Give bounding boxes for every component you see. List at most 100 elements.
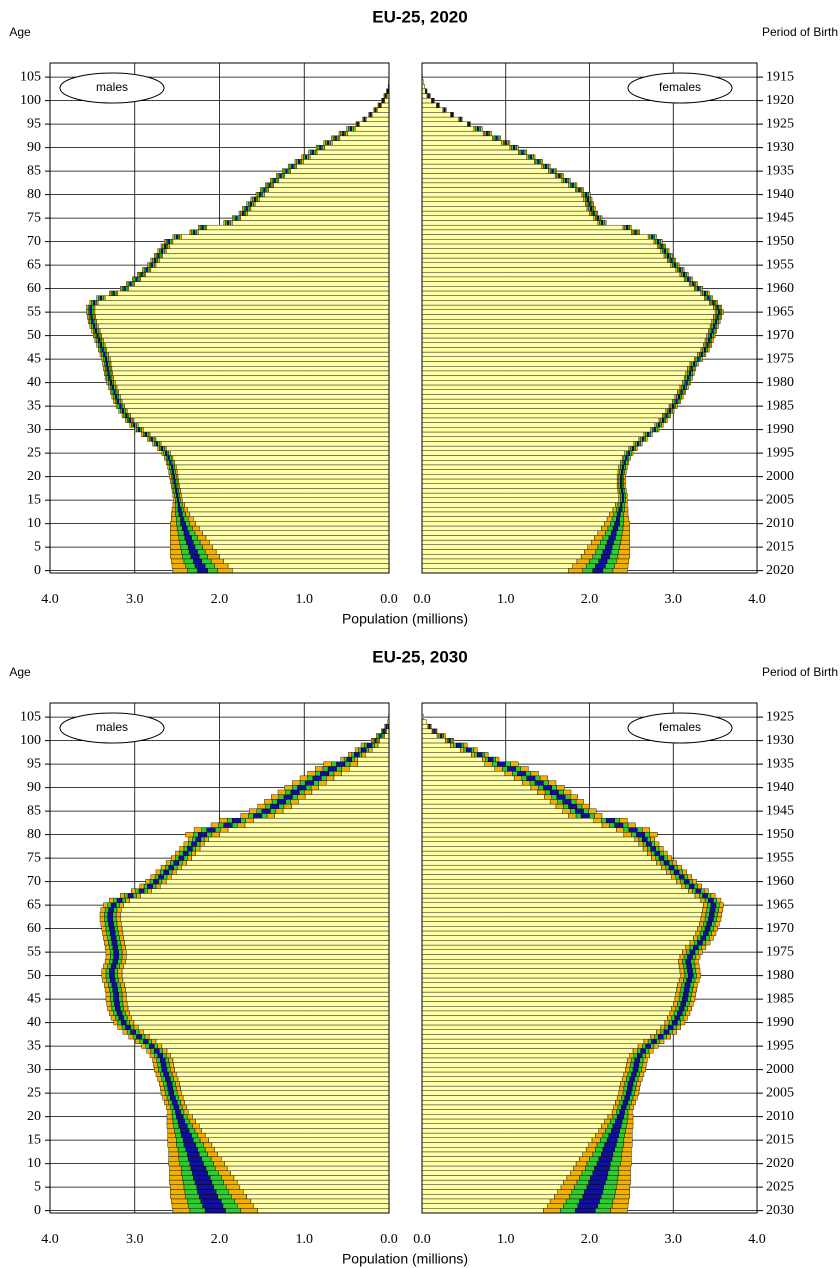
bar: [170, 874, 390, 880]
median-band: [175, 1109, 181, 1115]
band-outer: [116, 389, 119, 395]
band-outer: [120, 982, 125, 988]
band-inner: [583, 808, 589, 814]
band-inner: [668, 253, 671, 259]
band-inner: [563, 177, 566, 184]
y-tick-label: 35: [27, 398, 41, 413]
band-outer: [170, 516, 177, 522]
band-inner: [137, 276, 140, 282]
y2-tick-label: 1950: [766, 827, 794, 842]
bar: [421, 1076, 623, 1082]
band-outer: [383, 93, 385, 99]
band-outer: [111, 375, 114, 381]
bar: [326, 780, 390, 786]
band-outer: [609, 511, 614, 517]
bar: [421, 766, 496, 772]
band-outer: [695, 930, 701, 936]
band-inner: [351, 752, 355, 758]
band-inner: [692, 365, 695, 372]
band-outer: [210, 1156, 222, 1162]
median-band: [440, 733, 443, 739]
y-tick-label: 25: [27, 1085, 41, 1100]
band-inner: [98, 295, 101, 301]
band-inner: [559, 173, 563, 179]
band-outer: [648, 1048, 654, 1054]
median-band: [672, 1020, 678, 1026]
band-outer: [116, 907, 122, 913]
bar: [421, 267, 676, 273]
bar: [332, 140, 390, 146]
median-band: [611, 530, 617, 536]
median-band: [626, 1090, 632, 1096]
bar: [384, 98, 390, 104]
band-inner: [174, 492, 177, 498]
median-band: [138, 888, 145, 894]
median-band: [161, 1067, 168, 1073]
band-outer: [696, 973, 702, 979]
band-outer: [678, 398, 681, 404]
band-outer: [626, 1123, 634, 1129]
median-band: [99, 342, 102, 348]
bar: [421, 1062, 627, 1068]
bar: [108, 351, 390, 357]
band-inner: [109, 958, 113, 965]
median-band: [448, 738, 451, 744]
band-outer: [696, 361, 699, 367]
median-band: [689, 949, 696, 955]
band-outer: [628, 455, 631, 461]
band-outer: [695, 954, 701, 960]
band-outer: [632, 1048, 638, 1054]
band-inner: [610, 1118, 616, 1124]
bar: [246, 1193, 390, 1200]
band-inner: [622, 1090, 627, 1096]
y-tick-label: 35: [27, 1038, 41, 1053]
band-inner: [583, 192, 586, 198]
band-outer: [171, 1071, 177, 1077]
band-outer: [354, 756, 358, 762]
y-tick-label: 105: [20, 69, 41, 84]
band-outer: [597, 530, 606, 536]
band-inner: [581, 1170, 594, 1176]
median-band: [602, 549, 612, 555]
median-band: [642, 836, 648, 842]
band-inner: [585, 1165, 595, 1171]
bar: [166, 1048, 390, 1054]
band-outer: [170, 511, 176, 517]
band-inner: [665, 864, 670, 871]
bar: [421, 1198, 551, 1204]
band-outer: [175, 850, 180, 856]
band-outer: [700, 897, 706, 903]
band-inner: [576, 187, 579, 193]
band-inner: [711, 323, 714, 329]
band-inner: [116, 982, 121, 988]
y2-tick-label: 2000: [766, 1062, 794, 1077]
median-band: [684, 982, 691, 988]
band-outer: [210, 822, 219, 828]
band-inner: [690, 958, 695, 965]
bar: [421, 742, 451, 748]
band-outer: [688, 281, 692, 287]
median-band: [113, 991, 119, 997]
median-band: [192, 1170, 208, 1176]
band-inner: [118, 398, 121, 404]
bar: [165, 248, 390, 254]
band-outer: [704, 337, 707, 343]
bar: [244, 822, 390, 828]
band-outer: [288, 168, 291, 174]
median-band: [558, 173, 561, 179]
band-outer: [138, 1029, 144, 1035]
band-outer: [625, 1067, 630, 1073]
bar: [176, 464, 390, 470]
band-outer: [473, 747, 478, 753]
bar: [421, 492, 620, 498]
band-outer: [157, 1076, 163, 1082]
median-band: [261, 808, 271, 814]
y-tick-label: 105: [20, 709, 41, 724]
median-band: [529, 154, 532, 160]
band-inner: [126, 417, 130, 423]
band-outer: [601, 525, 609, 531]
bar: [421, 154, 527, 160]
median-band: [186, 539, 194, 545]
bar: [421, 1048, 634, 1054]
bar: [316, 149, 390, 155]
